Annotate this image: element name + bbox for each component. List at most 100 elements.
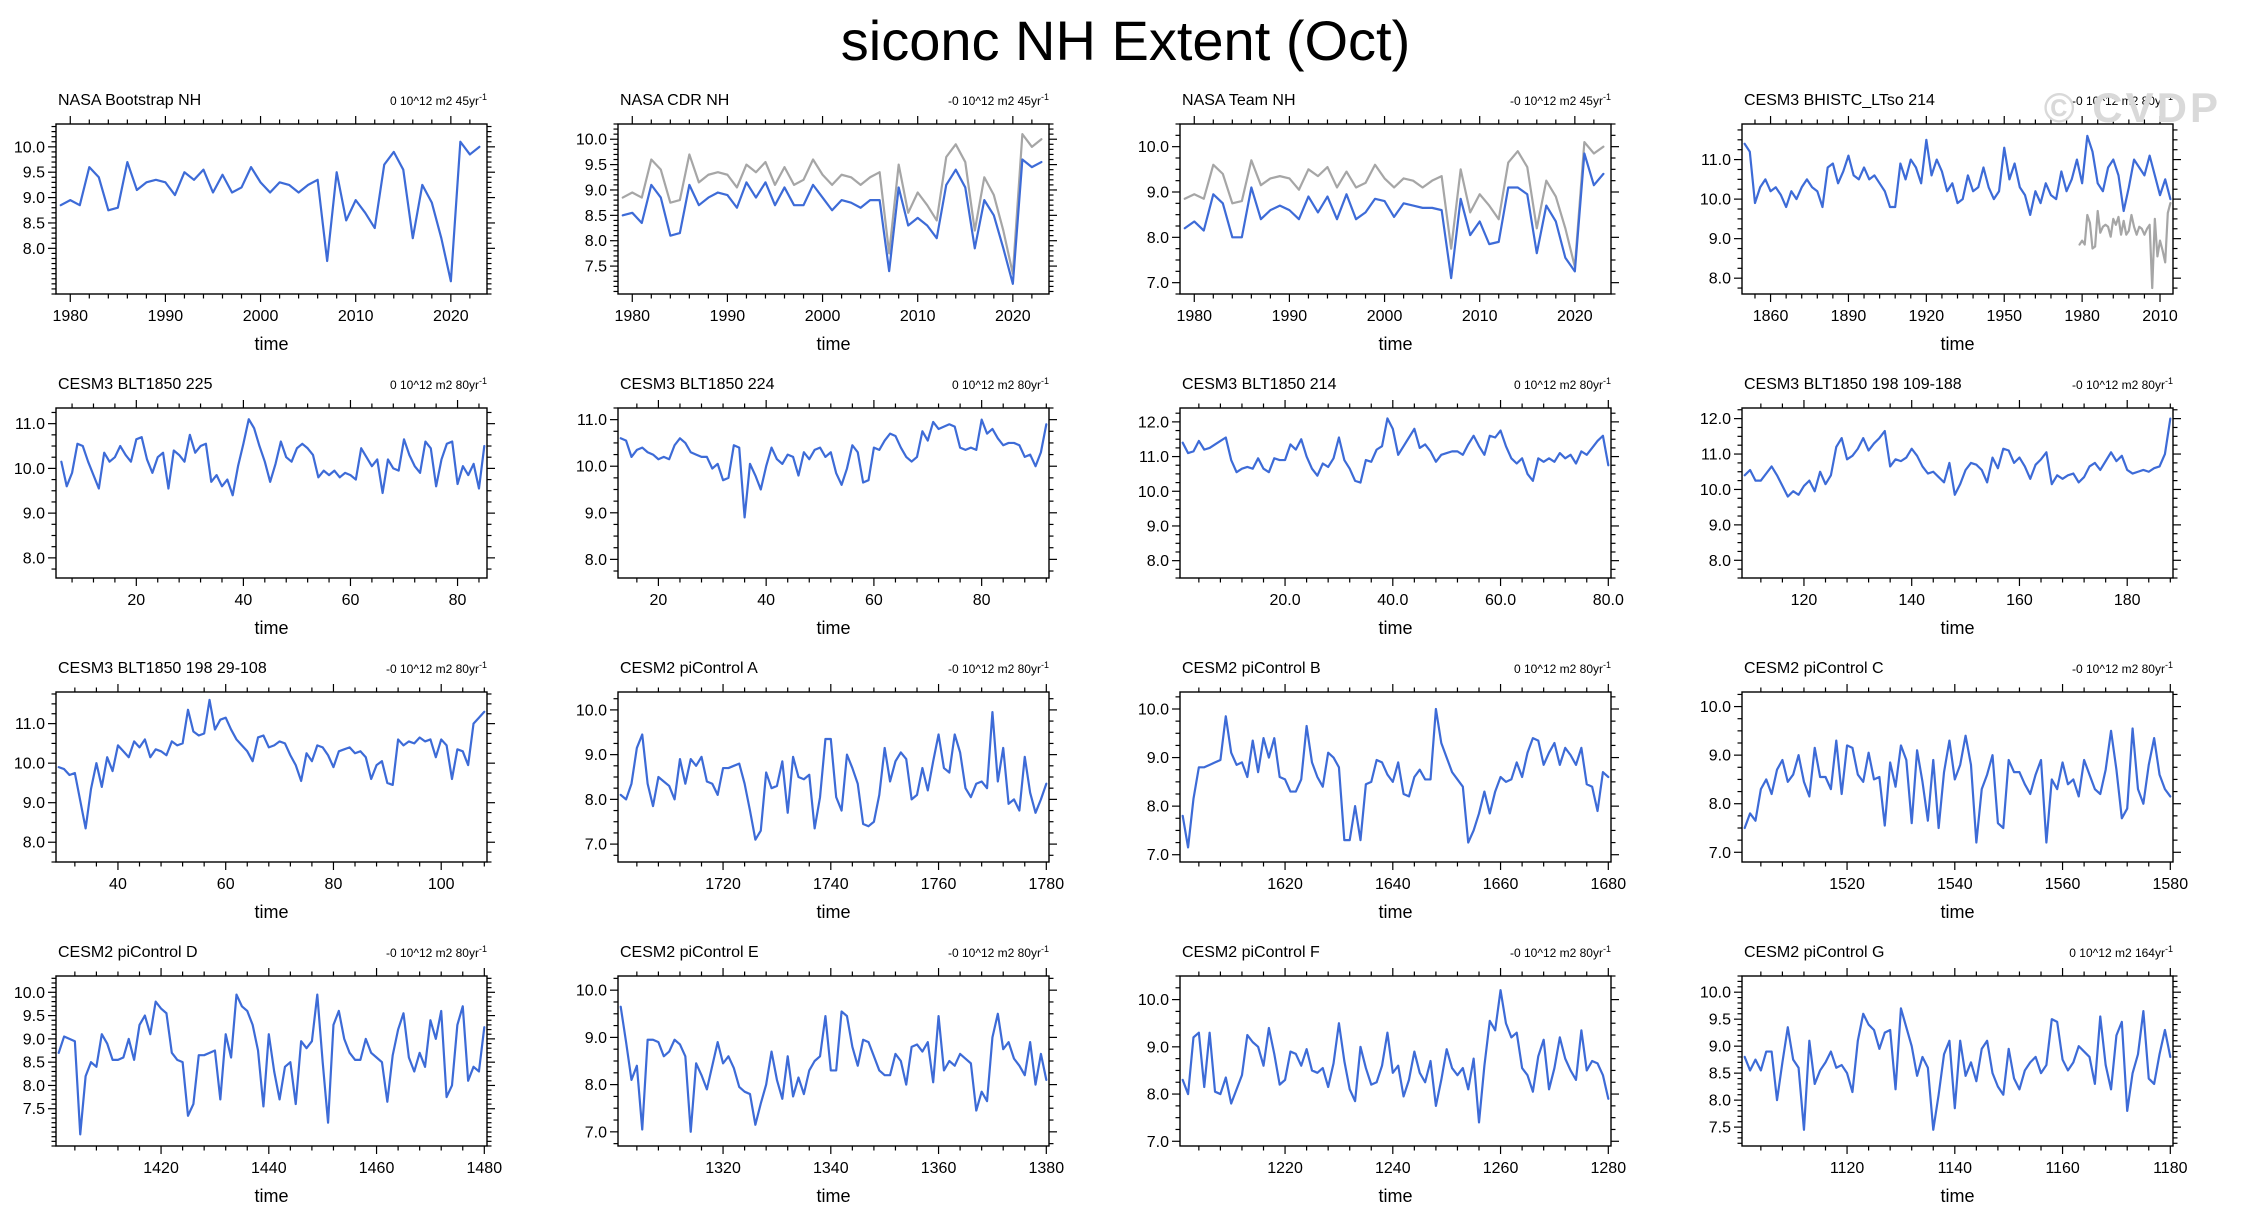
svg-text:8.0: 8.0: [23, 550, 45, 567]
svg-text:1320: 1320: [705, 1160, 741, 1177]
timeseries-panel: CESM3 BHISTC_LTso 214 -0 10^12 m2 80yr-1…: [1687, 86, 2249, 370]
svg-text:140: 140: [1898, 592, 1925, 609]
x-axis-label: time: [1378, 334, 1413, 354]
svg-text:10.0: 10.0: [14, 139, 45, 156]
svg-text:1980: 1980: [52, 308, 88, 325]
svg-text:60: 60: [342, 592, 360, 609]
svg-text:8.0: 8.0: [585, 233, 607, 250]
x-axis-label: time: [816, 1186, 851, 1206]
trend-annotation: 0 10^12 m2 80yr-1: [952, 376, 1049, 392]
panel-title: NASA CDR NH: [620, 92, 730, 109]
svg-text:20: 20: [650, 592, 668, 609]
trend-exponent: -1: [478, 660, 487, 670]
svg-text:9.0: 9.0: [1147, 185, 1169, 202]
svg-text:9.0: 9.0: [1147, 518, 1169, 535]
svg-text:8.0: 8.0: [1147, 553, 1169, 570]
svg-text:9.0: 9.0: [1147, 1039, 1169, 1056]
svg-text:8.5: 8.5: [23, 1055, 45, 1072]
trend-exponent: -1: [2164, 660, 2173, 670]
timeseries-panel: CESM3 BLT1850 214 0 10^12 m2 80yr-1 20.0…: [1125, 370, 1687, 654]
figure-title: siconc NH Extent (Oct): [840, 9, 1411, 72]
svg-text:7.0: 7.0: [1147, 847, 1169, 864]
svg-text:1480: 1480: [467, 1160, 503, 1177]
timeseries-panel: NASA Bootstrap NH 0 10^12 m2 45yr-1 1980…: [1, 86, 563, 370]
panel-header: CESM2 piControl D -0 10^12 m2 80yr-1: [1, 944, 557, 968]
panel-title: CESM2 piControl E: [620, 944, 759, 961]
x-axis-label: time: [1940, 334, 1975, 354]
trend-exponent: -1: [1602, 376, 1611, 386]
panel-title: CESM2 piControl C: [1744, 660, 1884, 677]
panel-title: CESM2 piControl B: [1182, 660, 1321, 677]
svg-text:1680: 1680: [1591, 876, 1627, 893]
svg-text:10.0: 10.0: [1700, 192, 1731, 209]
svg-text:9.0: 9.0: [1709, 748, 1731, 765]
panel-title: CESM3 BLT1850 198 109-188: [1744, 376, 1962, 393]
svg-text:40: 40: [757, 592, 775, 609]
x-axis-label: time: [1378, 618, 1413, 638]
svg-text:80: 80: [973, 592, 991, 609]
panel-title: CESM3 BLT1850 224: [620, 376, 775, 393]
trend-annotation: 0 10^12 m2 80yr-1: [1514, 660, 1611, 676]
panel-header: CESM3 BLT1850 224 0 10^12 m2 80yr-1: [563, 376, 1119, 400]
trend-exponent: -1: [1040, 376, 1049, 386]
svg-text:1140: 1140: [1938, 1160, 1973, 1177]
panel-header: CESM3 BLT1850 214 0 10^12 m2 80yr-1: [1125, 376, 1681, 400]
panel-header: CESM3 BLT1850 225 0 10^12 m2 80yr-1: [1, 376, 557, 400]
trend-exponent: -1: [2164, 376, 2173, 386]
timeseries-plot: 20.0 40.0 60.0 80.0 8.0 9.0 10.0 11.0 12.0: [1138, 400, 1624, 609]
panel-header: CESM2 piControl F -0 10^12 m2 80yr-1: [1125, 944, 1681, 968]
svg-text:1640: 1640: [1375, 876, 1411, 893]
svg-text:1120: 1120: [1830, 1160, 1865, 1177]
timeseries-panel: CESM2 piControl E -0 10^12 m2 80yr-1 132…: [563, 938, 1125, 1222]
svg-text:2000: 2000: [805, 308, 841, 325]
svg-text:8.0: 8.0: [585, 1077, 607, 1094]
timeseries-plot: 1420 1440 1460 1480 7.5 8.0 8.5 9.0 9.5 10.0: [14, 968, 503, 1177]
svg-text:1520: 1520: [1829, 876, 1865, 893]
timeseries-plot: 1220 1240 1260 1280 7.0 8.0 9.0 10.0: [1138, 968, 1626, 1177]
svg-text:80: 80: [449, 592, 467, 609]
trend-exponent: -1: [1040, 92, 1049, 102]
timeseries-panel: NASA CDR NH -0 10^12 m2 45yr-1 1980 1990 2…: [563, 86, 1125, 370]
svg-text:10.0: 10.0: [1138, 702, 1169, 719]
svg-text:1180: 1180: [2153, 1160, 2188, 1177]
svg-text:1980: 1980: [614, 308, 650, 325]
trend-text: -0 10^12 m2 80yr: [947, 946, 1041, 960]
x-axis-label: time: [1940, 1186, 1975, 1206]
svg-text:11.0: 11.0: [15, 416, 45, 433]
panel-header: CESM2 piControl E -0 10^12 m2 80yr-1: [563, 944, 1119, 968]
svg-text:40.0: 40.0: [1377, 592, 1408, 609]
panel-header: NASA Team NH -0 10^12 m2 45yr-1: [1125, 92, 1681, 116]
svg-text:9.0: 9.0: [1709, 231, 1731, 248]
svg-text:7.0: 7.0: [1709, 845, 1731, 862]
panel-header: CESM3 BLT1850 198 29-108 -0 10^12 m2 80y…: [1, 660, 557, 684]
panel-title: CESM3 BLT1850 225: [58, 376, 213, 393]
panel-header: CESM2 piControl G 0 10^12 m2 164yr-1: [1687, 944, 2243, 968]
panel-title: CESM2 piControl A: [620, 660, 758, 677]
trend-text: 0 10^12 m2 80yr: [389, 378, 479, 392]
trend-text: -0 10^12 m2 80yr: [1509, 946, 1603, 960]
timeseries-panel: NASA Team NH -0 10^12 m2 45yr-1 1980 1990…: [1125, 86, 1687, 370]
x-axis-label: time: [816, 902, 851, 922]
svg-text:7.0: 7.0: [1147, 1134, 1169, 1151]
trend-text: 0 10^12 m2 45yr: [389, 94, 479, 108]
timeseries-plot: 1980 1990 2000 2010 2020 8.0 8.5 9.0 9.5 10.0: [14, 116, 495, 325]
timeseries-panel: CESM2 piControl D -0 10^12 m2 80yr-1 142…: [1, 938, 563, 1222]
x-axis-label: time: [816, 334, 851, 354]
svg-text:10.0: 10.0: [576, 983, 607, 1000]
svg-text:8.0: 8.0: [1147, 799, 1169, 816]
svg-text:9.5: 9.5: [23, 165, 45, 182]
timeseries-panel: CESM2 piControl G 0 10^12 m2 164yr-1 112…: [1687, 938, 2249, 1222]
timeseries-plot: 1860 1890 1920 1950 1980 2010 8.0 9.0 10.0 11.0: [1700, 116, 2181, 325]
svg-text:7.5: 7.5: [23, 1101, 45, 1118]
svg-text:1990: 1990: [1272, 308, 1308, 325]
trend-exponent: -1: [1602, 944, 1611, 954]
trend-exponent: -1: [478, 944, 487, 954]
panel-header: CESM2 piControl B 0 10^12 m2 80yr-1: [1125, 660, 1681, 684]
trend-annotation: -0 10^12 m2 80yr-1: [2072, 92, 2173, 108]
timeseries-plot: 1520 1540 1560 1580 7.0 8.0 9.0 10.0: [1700, 684, 2188, 893]
timeseries-plot: 20 40 60 80 8.0 9.0 10.0 11.0: [576, 400, 1057, 609]
panel-grid: NASA Bootstrap NH 0 10^12 m2 45yr-1 1980…: [0, 86, 2251, 1222]
timeseries-plot: 40 60 80 100 8.0 9.0 10.0 11.0: [14, 684, 495, 893]
trend-exponent: -1: [478, 92, 487, 102]
trend-annotation: -0 10^12 m2 80yr-1: [1510, 944, 1611, 960]
